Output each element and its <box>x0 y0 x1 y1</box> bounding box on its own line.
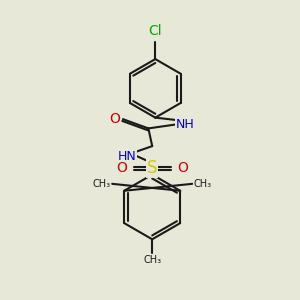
Text: O: O <box>177 161 188 176</box>
Text: S: S <box>147 159 158 177</box>
Text: CH₃: CH₃ <box>92 179 111 189</box>
Text: O: O <box>117 161 128 176</box>
Text: Cl: Cl <box>148 24 162 38</box>
Text: NH: NH <box>176 118 195 131</box>
Text: HN: HN <box>117 150 136 163</box>
Text: CH₃: CH₃ <box>143 255 161 265</box>
Text: CH₃: CH₃ <box>194 179 212 189</box>
Text: O: O <box>109 112 120 126</box>
